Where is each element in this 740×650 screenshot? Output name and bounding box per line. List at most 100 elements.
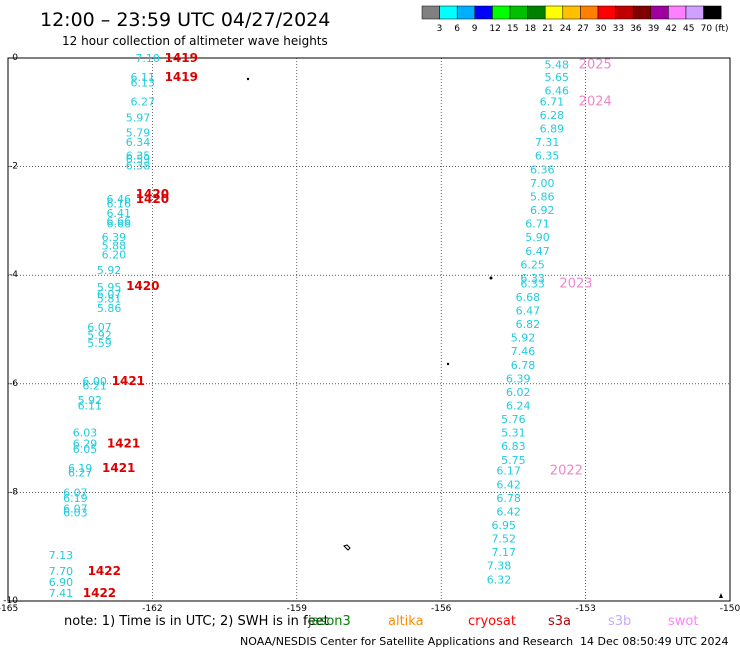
wave-height-label: 6.66 [106,215,131,228]
color-swatch [703,5,722,20]
color-scale-label: 42 [665,24,676,34]
wave-height-label: 6.07 [63,503,88,516]
x-axis-ticks: -165 -162 -159 -156 -153 -150 [0,604,740,614]
pass-time-label: 1421 [102,461,135,475]
wave-height-label: 6.47 [516,304,541,317]
color-swatch [562,5,581,20]
wave-height-label: 6.02 [506,386,531,399]
x-tick-label: -159 [287,604,308,614]
satellite-legend-jason3: jason3 [307,614,351,629]
year-label: 2022 [550,464,583,479]
y-tick-label: -4 [9,270,18,280]
wave-height-label: 6.34 [126,136,151,149]
wave-height-label: 5.86 [97,302,122,315]
island-outline [343,544,351,551]
wave-height-label: 5.95 [97,281,122,294]
wave-height-label: 6.95 [492,519,517,532]
color-swatch [509,5,528,20]
color-swatch [597,5,616,20]
y-axis-ticks: 0 -2 -4 -6 -8 -10 [3,53,18,606]
satellite-legend-s3b: s3b [608,614,631,629]
year-label: 2023 [559,276,592,291]
color-swatch [492,5,511,20]
wave-height-label: 5.90 [525,231,550,244]
color-swatch [650,5,669,20]
wave-height-label: 6.19 [63,492,88,505]
color-scale-label: 33 [613,24,624,34]
chart-title: 12:00 – 23:59 UTC 04/27/2024 [40,9,330,31]
wave-height-label: 7.13 [49,549,74,562]
color-scale-label: 45 [683,24,694,34]
x-tick-label: -153 [575,604,595,614]
wave-height-label: 6.35 [126,150,151,163]
wave-height-label: 6.39 [506,372,531,385]
y-tick-label: -8 [9,487,18,497]
wave-height-label: 5.92 [97,264,122,277]
wave-height-label: 5.81 [97,293,122,306]
year-label: 2025 [579,58,612,73]
wave-height-label: 6.39 [102,231,127,244]
wave-height-label: 6.00 [82,375,107,388]
wave-height-label: 7.41 [49,587,74,600]
wave-height-label: 6.36 [530,163,555,176]
color-scale-label: 6 [454,24,460,34]
wave-height-label: 7.38 [487,560,512,573]
wave-height-label: 6.28 [540,109,565,122]
wave-height-label: 6.17 [496,465,521,478]
color-swatch [580,5,599,20]
wave-height-label: 6.11 [131,71,156,84]
pass-time-label: 1419 [165,51,198,65]
wave-height-label: 7.52 [492,533,517,546]
y-tick-label: 0 [12,53,18,63]
satellite-legend-altika: altika [388,614,424,629]
color-scale-label: 30 [595,24,607,34]
x-tick-label: -162 [142,604,162,614]
wave-height-label: 6.07 [87,321,112,334]
wave-height-label: 6.46 [544,85,569,98]
wave-height-label: 5.76 [501,413,526,426]
wave-height-label: 5.48 [544,59,569,72]
wave-height-label: 6.33 [520,277,545,290]
island-marks [246,77,723,598]
wave-height-label: 6.46 [106,193,131,206]
wave-height-label: 6.78 [511,359,536,372]
wave-height-label: 6.78 [496,492,521,505]
color-scale-label: 3 [437,24,443,34]
color-scale-label: 18 [525,24,537,34]
wave-height-label: 6.25 [520,258,545,271]
plot-frame [7,57,731,602]
y-tick-label: -10 [3,596,18,606]
wave-height-label: 5.31 [501,427,526,440]
wave-height-label: 7.00 [530,177,555,190]
wave-height-color-scale: 3 6 9 12 15 18 21 24 27 30 33 36 39 42 45 70 (ft) [421,5,728,34]
wave-height-label: 6.07 [97,288,122,301]
wave-height-label: 5.92 [511,332,536,345]
y-tick-label: -6 [9,379,18,389]
color-swatch [527,5,546,20]
year-labels: 2025 2024 2023 2022 [550,58,612,479]
wave-height-label: 6.32 [487,573,512,586]
color-swatch [632,5,652,20]
wave-height-label: 6.19 [68,462,93,475]
color-swatch [685,5,704,20]
color-scale-label: 27 [577,24,588,34]
footer-note: note: 1) Time is in UTC; 2) SWH is in fe… [64,614,698,629]
satellite-legend-s3a: s3a [548,614,571,629]
wave-height-label: 5.92 [87,329,112,342]
wave-height-label: 6.27 [68,466,93,479]
wave-height-label: 6.83 [501,440,526,453]
color-scale-label: 21 [542,24,553,34]
color-swatch [474,5,493,20]
wave-height-label: 6.42 [496,505,521,518]
color-scale-label: 24 [560,24,572,34]
island-dot [489,276,493,280]
satellite-legend-cryosat: cryosat [468,614,516,629]
wave-height-label: 5.59 [87,337,112,350]
pass-time-label: 1422 [88,564,121,578]
pass-time-label: 1419 [165,70,198,84]
x-tick-label: -150 [720,604,740,614]
color-swatch [421,5,440,20]
x-tick-label: -165 [0,604,18,614]
pass-time-label: 1422 [83,586,116,600]
island-outline [719,593,723,598]
